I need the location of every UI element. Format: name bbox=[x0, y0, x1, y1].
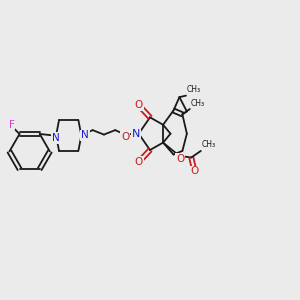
Text: CH₃: CH₃ bbox=[201, 140, 215, 149]
Text: CH₃: CH₃ bbox=[187, 85, 201, 94]
Text: F: F bbox=[9, 119, 14, 130]
Text: O: O bbox=[135, 157, 143, 167]
Text: O: O bbox=[176, 154, 184, 164]
Text: N: N bbox=[81, 130, 89, 140]
Text: N: N bbox=[132, 129, 140, 139]
Text: CH₃: CH₃ bbox=[191, 98, 205, 107]
Text: O: O bbox=[121, 132, 129, 142]
Text: O: O bbox=[135, 100, 143, 110]
Text: O: O bbox=[190, 167, 198, 176]
Text: N: N bbox=[52, 133, 60, 143]
